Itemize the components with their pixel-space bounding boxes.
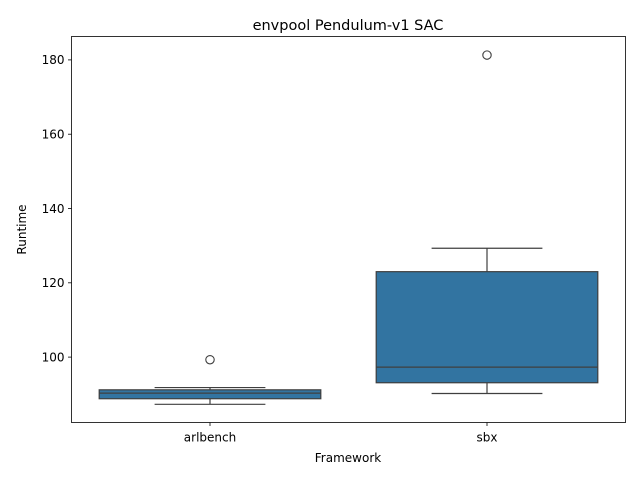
y-axis-label: Runtime [15, 204, 29, 254]
x-axis-label: Framework [315, 451, 381, 465]
y-axis: 100 120 140 160 180 [42, 53, 72, 364]
plot-frame [71, 36, 626, 423]
box-arlbench [98, 354, 322, 405]
plot-area [98, 50, 599, 405]
y-tick-label: 160 [42, 128, 65, 142]
x-axis: arlbench sbx [184, 422, 498, 445]
x-tick-label: arlbench [184, 431, 236, 445]
y-tick-label: 180 [42, 53, 65, 67]
x-tick-label: sbx [477, 431, 498, 445]
chart-title: envpool Pendulum-v1 SAC [253, 18, 444, 34]
outlier-point [482, 50, 492, 60]
iqr-box [98, 389, 322, 400]
y-tick-label: 120 [42, 276, 65, 290]
outlier-point [205, 354, 215, 365]
y-tick-label: 100 [42, 350, 65, 364]
box-sbx [375, 50, 599, 395]
iqr-box [375, 271, 599, 384]
y-tick-label: 140 [42, 202, 65, 216]
